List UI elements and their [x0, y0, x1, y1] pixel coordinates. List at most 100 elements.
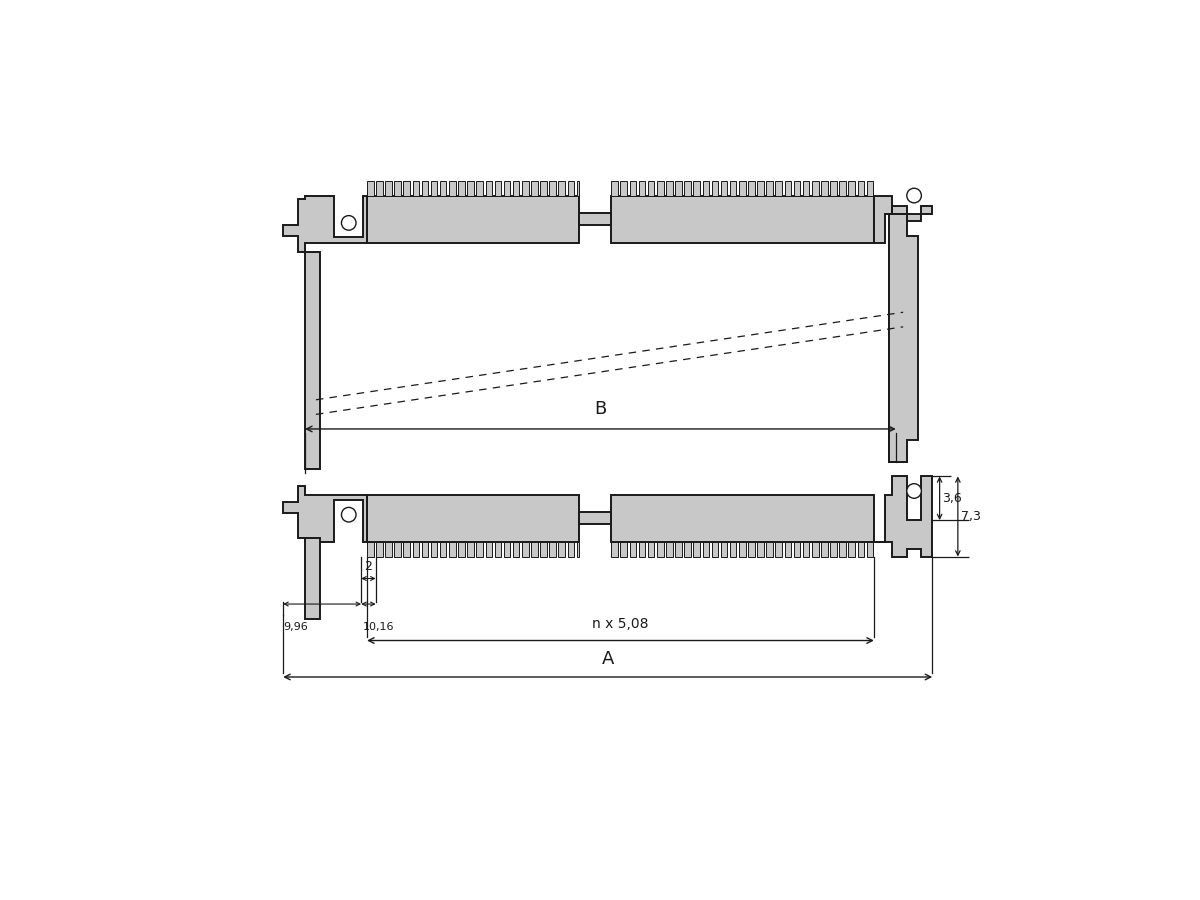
Polygon shape: [431, 181, 437, 195]
Polygon shape: [848, 181, 854, 195]
Polygon shape: [458, 542, 464, 556]
Polygon shape: [367, 181, 373, 195]
Polygon shape: [578, 213, 611, 225]
Polygon shape: [558, 181, 565, 195]
Polygon shape: [630, 181, 636, 195]
Polygon shape: [812, 181, 818, 195]
Polygon shape: [767, 542, 773, 556]
Polygon shape: [550, 181, 556, 195]
Polygon shape: [403, 181, 410, 195]
Text: 7,3: 7,3: [961, 510, 980, 523]
Polygon shape: [577, 181, 578, 195]
Polygon shape: [403, 542, 410, 556]
Polygon shape: [467, 181, 474, 195]
Polygon shape: [676, 542, 682, 556]
Polygon shape: [494, 181, 502, 195]
Polygon shape: [757, 181, 764, 195]
Polygon shape: [611, 495, 874, 542]
Circle shape: [907, 188, 922, 202]
Polygon shape: [486, 542, 492, 556]
Polygon shape: [702, 542, 709, 556]
Polygon shape: [748, 181, 755, 195]
Polygon shape: [684, 181, 691, 195]
Polygon shape: [775, 542, 782, 556]
Polygon shape: [748, 542, 755, 556]
Polygon shape: [504, 181, 510, 195]
Polygon shape: [512, 542, 520, 556]
Polygon shape: [694, 181, 700, 195]
Polygon shape: [666, 181, 673, 195]
Polygon shape: [611, 195, 874, 243]
Polygon shape: [803, 542, 810, 556]
Polygon shape: [550, 542, 556, 556]
Polygon shape: [866, 542, 874, 556]
Polygon shape: [449, 181, 456, 195]
Polygon shape: [395, 542, 401, 556]
Polygon shape: [476, 181, 482, 195]
Polygon shape: [721, 542, 727, 556]
Circle shape: [907, 483, 922, 499]
Polygon shape: [578, 512, 611, 524]
Polygon shape: [793, 181, 800, 195]
Polygon shape: [676, 181, 682, 195]
Polygon shape: [577, 542, 578, 556]
Polygon shape: [611, 542, 618, 556]
Polygon shape: [803, 181, 810, 195]
Polygon shape: [821, 181, 828, 195]
Polygon shape: [888, 214, 904, 462]
Polygon shape: [812, 542, 818, 556]
Polygon shape: [757, 542, 764, 556]
Polygon shape: [476, 542, 482, 556]
Polygon shape: [305, 252, 319, 469]
Polygon shape: [702, 181, 709, 195]
Circle shape: [342, 508, 356, 522]
Polygon shape: [874, 476, 932, 556]
Polygon shape: [620, 181, 628, 195]
Polygon shape: [568, 181, 574, 195]
Polygon shape: [821, 542, 828, 556]
Polygon shape: [385, 542, 391, 556]
Polygon shape: [638, 181, 646, 195]
Polygon shape: [611, 181, 618, 195]
Polygon shape: [620, 542, 628, 556]
Polygon shape: [694, 542, 700, 556]
Polygon shape: [413, 181, 419, 195]
Polygon shape: [395, 181, 401, 195]
Polygon shape: [440, 181, 446, 195]
Text: A: A: [601, 650, 614, 668]
Polygon shape: [730, 181, 737, 195]
Polygon shape: [367, 495, 578, 542]
Polygon shape: [283, 486, 367, 542]
Polygon shape: [486, 181, 492, 195]
Polygon shape: [440, 542, 446, 556]
Polygon shape: [413, 542, 419, 556]
Polygon shape: [449, 542, 456, 556]
Polygon shape: [648, 181, 654, 195]
Polygon shape: [874, 195, 932, 243]
Text: 10,16: 10,16: [362, 622, 394, 633]
Circle shape: [342, 216, 356, 230]
Polygon shape: [712, 542, 719, 556]
Polygon shape: [385, 181, 391, 195]
Polygon shape: [656, 542, 664, 556]
Polygon shape: [283, 195, 367, 252]
Polygon shape: [522, 181, 528, 195]
Polygon shape: [558, 542, 565, 556]
Text: 9,96: 9,96: [283, 622, 308, 633]
Polygon shape: [767, 181, 773, 195]
Polygon shape: [540, 181, 547, 195]
Polygon shape: [684, 542, 691, 556]
Polygon shape: [367, 195, 578, 243]
Polygon shape: [858, 181, 864, 195]
Polygon shape: [540, 542, 547, 556]
Polygon shape: [839, 542, 846, 556]
Polygon shape: [858, 542, 864, 556]
Polygon shape: [376, 542, 383, 556]
Polygon shape: [666, 542, 673, 556]
Text: 3,6: 3,6: [942, 491, 962, 505]
Polygon shape: [721, 181, 727, 195]
Polygon shape: [775, 181, 782, 195]
Polygon shape: [648, 542, 654, 556]
Polygon shape: [522, 542, 528, 556]
Polygon shape: [793, 542, 800, 556]
